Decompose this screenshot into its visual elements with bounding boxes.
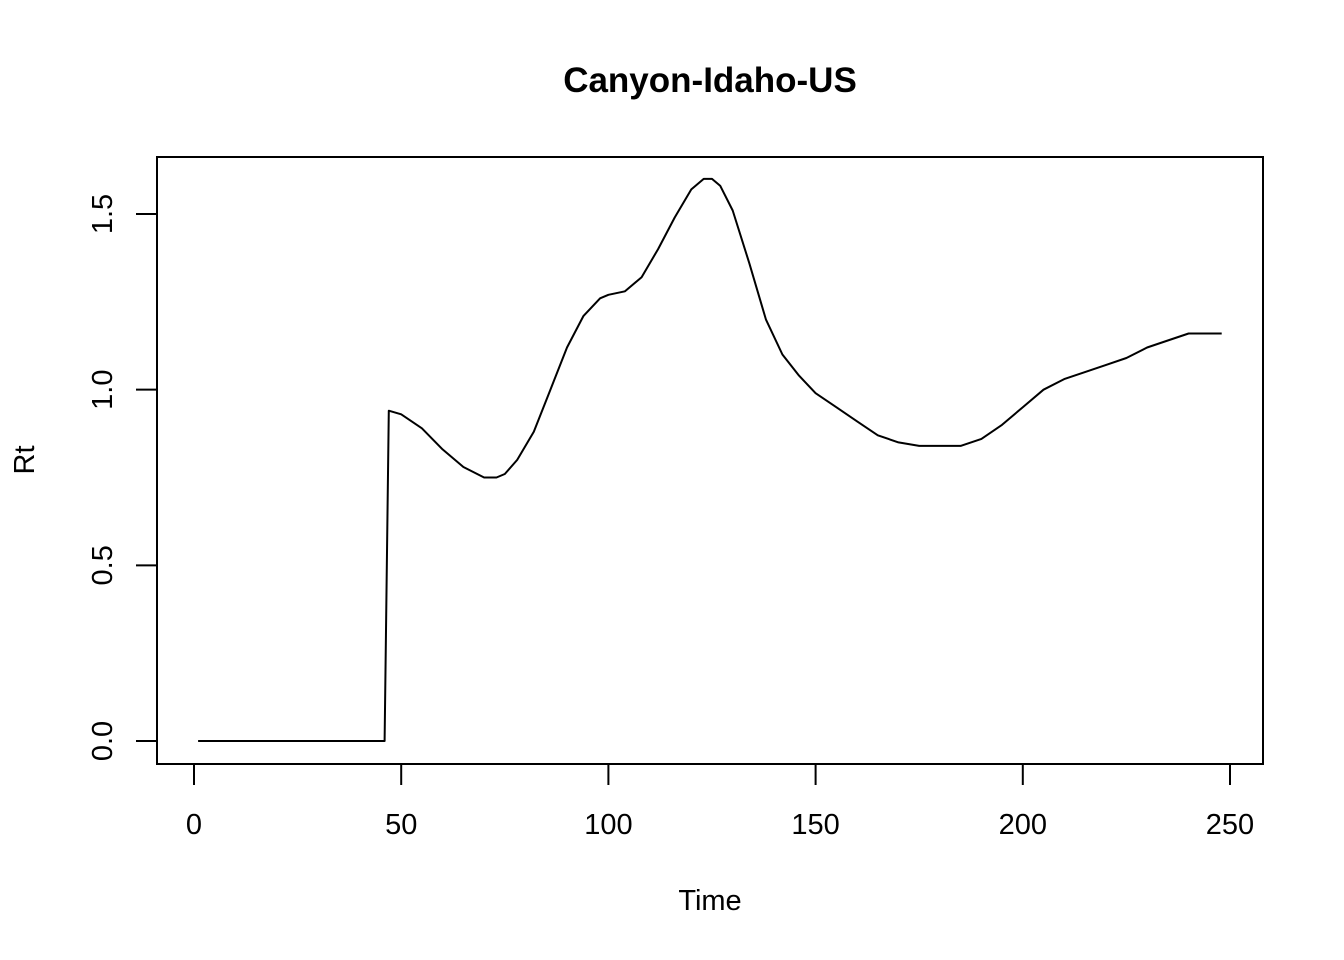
x-tick-label: 200 [999, 809, 1047, 841]
x-tick-label: 250 [1206, 809, 1254, 841]
chart-title: Canyon-Idaho-US [563, 61, 857, 100]
y-axis-label: Rt [9, 446, 41, 475]
y-tick-label: 1.5 [87, 194, 119, 234]
x-tick-label: 150 [791, 809, 839, 841]
x-tick-label: 0 [186, 809, 202, 841]
series-line [198, 177, 1222, 742]
plot-frame [156, 156, 1264, 765]
x-axis-label: Time [678, 885, 741, 917]
y-tick-label: 0.5 [87, 545, 119, 585]
x-tick-label: 100 [584, 809, 632, 841]
y-tick-label: 1.0 [87, 370, 119, 410]
y-tick-label: 0.0 [87, 721, 119, 761]
y-axis: 0.0 0.5 1.0 1.5 [87, 194, 158, 761]
x-tick-label: 50 [385, 809, 417, 841]
x-axis: 0 50 100 150 200 250 [186, 763, 1254, 841]
